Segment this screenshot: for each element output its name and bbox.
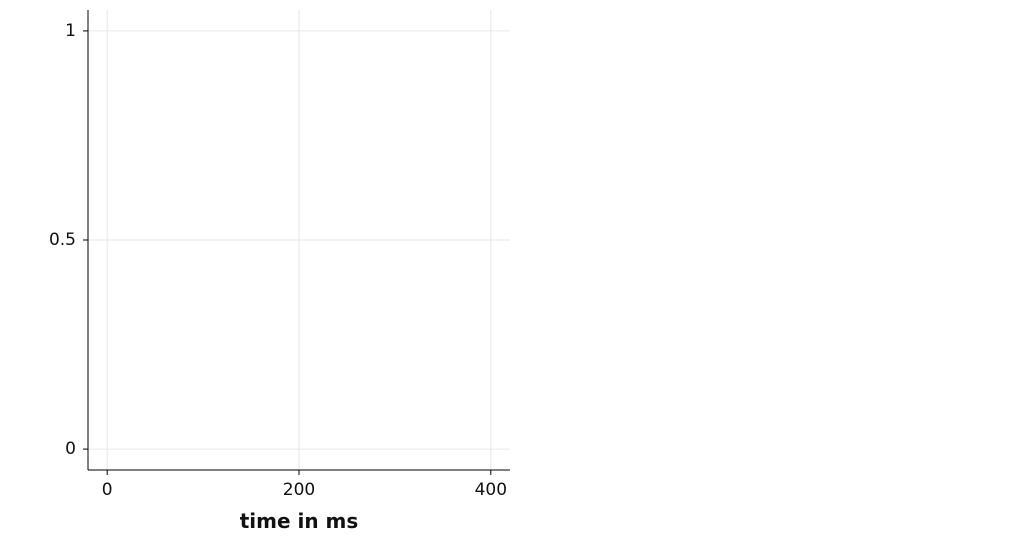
x-axis-label-text: time in ms — [240, 509, 359, 533]
x-axis-label: time in ms — [240, 509, 359, 533]
y-tick-label: 1 — [65, 21, 76, 41]
x-tick-label: 400 — [475, 480, 507, 500]
subplot: 0 200 400 0 0.5 1 time in ms — [49, 10, 510, 533]
y-tick-label: 0 — [65, 439, 76, 459]
x-tick-label: 200 — [283, 480, 315, 500]
y-tick-label: 0.5 — [49, 230, 76, 250]
x-tick-label: 0 — [102, 480, 113, 500]
